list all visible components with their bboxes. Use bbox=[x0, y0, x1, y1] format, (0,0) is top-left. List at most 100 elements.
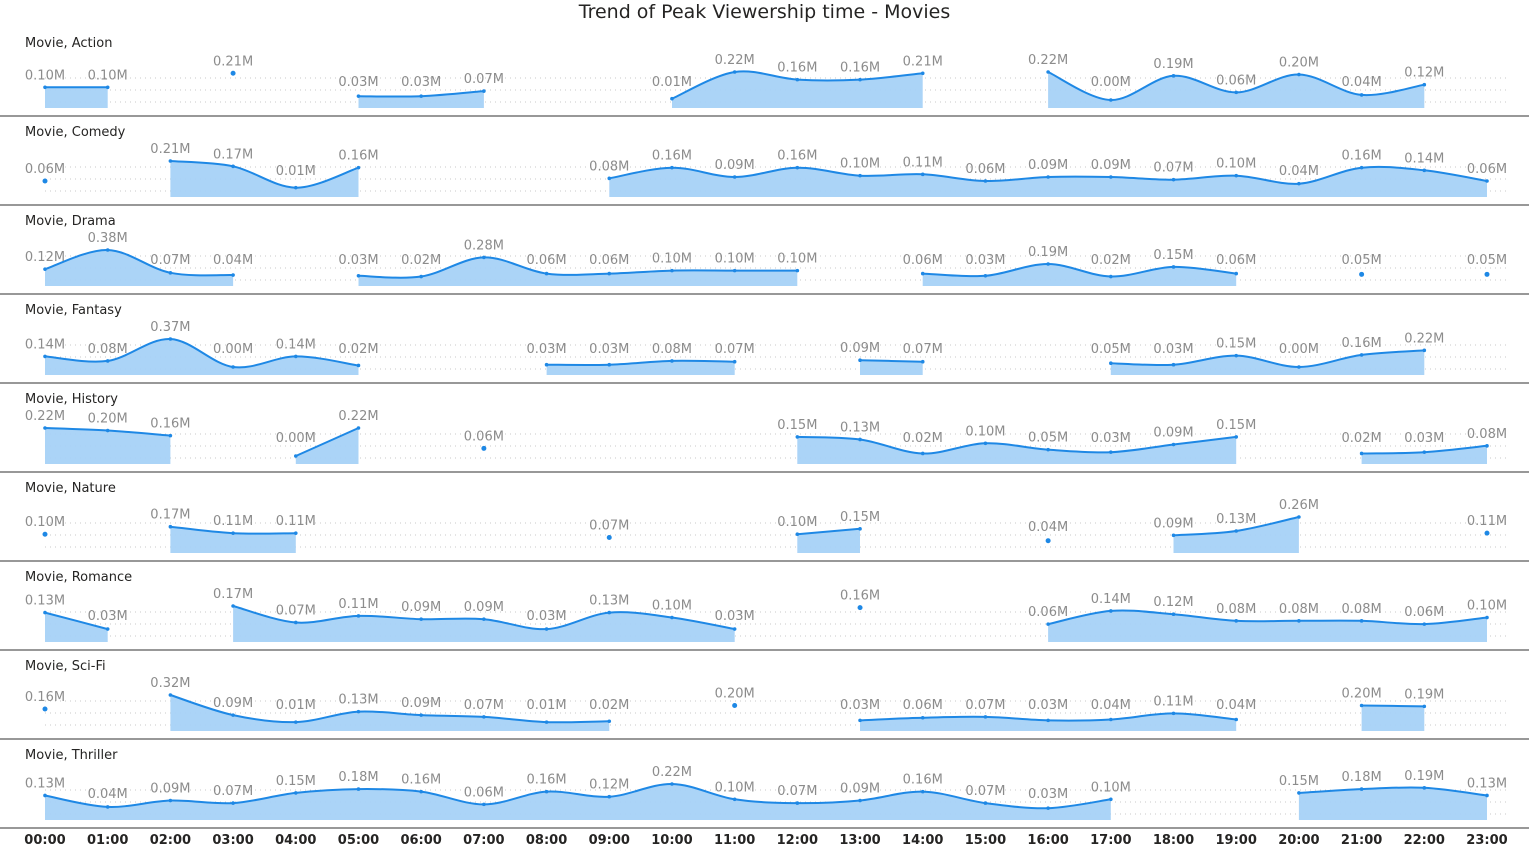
value-label: 0.16M bbox=[1342, 149, 1382, 164]
panel-label: Movie, Fantasy bbox=[25, 303, 122, 318]
data-point bbox=[42, 178, 48, 184]
data-point bbox=[1046, 262, 1050, 266]
data-point bbox=[1484, 530, 1490, 536]
data-point bbox=[43, 426, 47, 430]
value-label: 0.03M bbox=[1091, 431, 1131, 446]
data-point bbox=[670, 96, 674, 101]
value-label: 0.00M bbox=[1091, 75, 1131, 90]
value-label: 0.11M bbox=[276, 514, 316, 529]
value-label: 0.13M bbox=[338, 693, 378, 708]
data-point bbox=[1485, 793, 1489, 798]
value-label: 0.06M bbox=[1404, 605, 1444, 620]
data-point bbox=[1109, 609, 1113, 613]
value-label: 0.03M bbox=[715, 609, 755, 624]
value-label: 0.22M bbox=[652, 765, 692, 780]
data-point bbox=[105, 248, 110, 252]
area-fill bbox=[45, 612, 108, 642]
value-label: 0.28M bbox=[464, 238, 504, 253]
value-label: 0.06M bbox=[965, 162, 1005, 177]
value-label: 0.09M bbox=[401, 600, 441, 615]
data-point bbox=[1359, 353, 1364, 357]
x-tick-label: 11:00 bbox=[714, 833, 755, 848]
value-label: 0.07M bbox=[464, 72, 504, 87]
value-label: 0.07M bbox=[965, 784, 1005, 799]
value-label: 0.07M bbox=[1153, 161, 1193, 176]
value-label: 0.16M bbox=[903, 773, 943, 788]
value-label: 0.16M bbox=[401, 773, 441, 788]
value-label: 0.01M bbox=[276, 698, 316, 713]
value-label: 0.16M bbox=[150, 417, 190, 432]
data-point bbox=[1422, 82, 1427, 87]
value-label: 0.07M bbox=[213, 784, 253, 799]
value-label: 0.03M bbox=[338, 253, 378, 268]
data-point bbox=[670, 359, 674, 363]
value-label: 0.02M bbox=[1342, 431, 1382, 446]
series-line bbox=[295, 427, 359, 457]
value-label: 0.22M bbox=[25, 409, 65, 424]
data-point bbox=[1484, 271, 1490, 277]
panel-movie-romance: Movie, Romance 0.13M 0.03M 0.17M 0.07M 0.11M 0… bbox=[0, 570, 1529, 651]
data-point bbox=[1171, 533, 1176, 538]
data-point bbox=[293, 185, 298, 190]
value-label: 0.15M bbox=[1216, 418, 1256, 433]
data-point bbox=[1359, 451, 1364, 456]
value-label: 0.10M bbox=[1467, 599, 1507, 614]
panel-movie-sci-fi: Movie, Sci-Fi 0.16M 0.32M 0.09M 0.01M 0.13M 0.… bbox=[0, 659, 1529, 740]
value-label: 0.08M bbox=[1342, 602, 1382, 617]
x-tick-label: 06:00 bbox=[400, 833, 441, 848]
value-label: 0.16M bbox=[840, 589, 880, 604]
data-point bbox=[1297, 181, 1301, 186]
data-point bbox=[1234, 271, 1239, 276]
x-tick-label: 01:00 bbox=[87, 833, 128, 848]
panel-label: Movie, Drama bbox=[25, 214, 116, 229]
value-label: 0.04M bbox=[1216, 698, 1256, 713]
value-label: 0.11M bbox=[903, 155, 943, 170]
value-label: 0.05M bbox=[1091, 342, 1131, 357]
value-label: 0.12M bbox=[25, 250, 65, 265]
panel-movie-drama: Movie, Drama 0.12M 0.38M 0.07M 0.04M 0.03M 0.0… bbox=[0, 214, 1529, 295]
data-point bbox=[544, 362, 549, 367]
data-point bbox=[732, 703, 738, 708]
series-line bbox=[1298, 786, 1488, 797]
value-label: 0.10M bbox=[715, 780, 755, 795]
data-point bbox=[858, 358, 862, 362]
area-fill bbox=[860, 360, 923, 375]
value-label: 0.20M bbox=[88, 412, 128, 427]
data-point bbox=[231, 164, 235, 169]
data-point bbox=[1234, 90, 1239, 95]
data-point bbox=[419, 274, 423, 279]
area-fill bbox=[358, 257, 798, 286]
value-label: 0.06M bbox=[1216, 253, 1256, 268]
data-point bbox=[983, 179, 988, 183]
value-label: 0.06M bbox=[464, 429, 504, 444]
data-point bbox=[42, 531, 48, 537]
value-label: 0.10M bbox=[840, 157, 880, 172]
value-label: 0.08M bbox=[88, 342, 128, 357]
x-tick-label: 18:00 bbox=[1153, 833, 1194, 848]
data-point bbox=[1359, 271, 1365, 277]
data-point bbox=[1109, 98, 1113, 102]
data-point bbox=[1109, 175, 1113, 179]
value-label: 0.10M bbox=[777, 252, 817, 267]
data-point bbox=[43, 354, 47, 359]
value-label: 0.13M bbox=[589, 594, 629, 609]
value-label: 0.22M bbox=[1028, 53, 1068, 68]
data-point bbox=[1045, 538, 1051, 544]
x-tick-label: 00:00 bbox=[24, 833, 65, 848]
area-fill bbox=[170, 526, 296, 553]
series-line bbox=[44, 782, 1111, 810]
value-label: 0.13M bbox=[1467, 776, 1507, 791]
data-point bbox=[983, 273, 988, 278]
value-label: 0.03M bbox=[1028, 698, 1068, 713]
value-label: 0.00M bbox=[276, 431, 316, 446]
area-fill bbox=[233, 606, 735, 642]
data-point bbox=[1171, 612, 1176, 617]
data-point bbox=[795, 268, 800, 273]
data-point bbox=[1234, 173, 1239, 178]
data-point bbox=[481, 445, 487, 451]
data-point bbox=[858, 718, 862, 723]
data-point bbox=[105, 428, 110, 433]
panel-movie-action: Movie, Action 0.10M 0.10M 0.21M 0.03M 0.03M 0.… bbox=[0, 36, 1529, 117]
data-point bbox=[858, 173, 862, 178]
data-point bbox=[356, 273, 361, 278]
